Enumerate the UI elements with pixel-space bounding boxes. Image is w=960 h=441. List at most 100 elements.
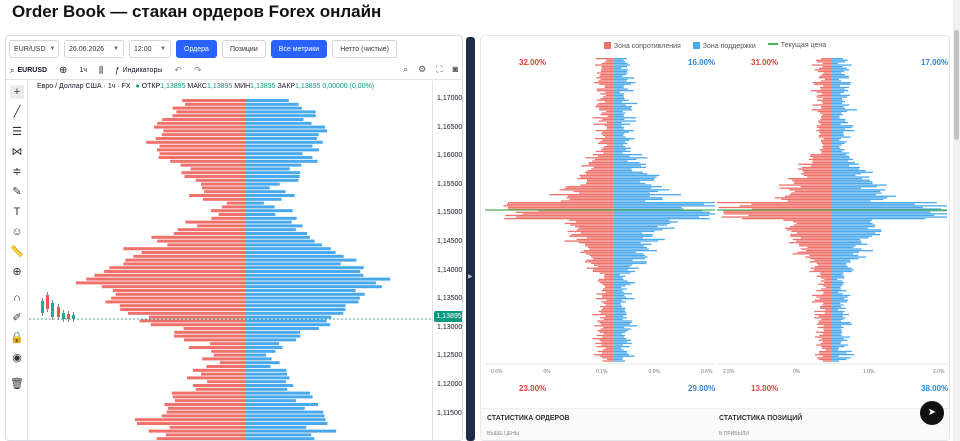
resistance-bar <box>791 230 832 233</box>
magnet-icon[interactable]: ∩ <box>13 292 21 304</box>
support-bar <box>832 256 867 258</box>
legend-support[interactable]: Зона поддержки <box>692 42 756 50</box>
resistance-bar <box>569 219 614 221</box>
buy-depth-bar <box>246 429 337 433</box>
lock-icon[interactable]: 🔒 <box>10 332 24 344</box>
sell-depth-bar <box>184 175 246 178</box>
undo-button[interactable]: ↶ <box>174 65 182 76</box>
support-bar <box>832 338 844 340</box>
resistance-bar <box>823 328 832 330</box>
text-icon[interactable]: T <box>13 206 21 218</box>
date-select[interactable]: 26.06.2026 ▼ <box>64 40 124 58</box>
trash-icon[interactable]: 🗑 <box>10 378 24 390</box>
page-scrollbar[interactable] <box>953 0 960 441</box>
resistance-bar <box>819 306 832 308</box>
magnifier-icon[interactable]: ⌕ <box>403 64 409 74</box>
support-bar <box>832 194 877 196</box>
support-bar <box>613 126 625 129</box>
resistance-bar <box>822 355 832 357</box>
support-bar <box>832 187 862 189</box>
redo-button[interactable]: ↷ <box>194 65 202 76</box>
scrollbar-thumb[interactable] <box>954 30 959 140</box>
trend-line-icon[interactable]: ╱ <box>13 106 21 118</box>
support-bar <box>832 213 947 215</box>
support-bar <box>613 96 624 98</box>
resistance-bar <box>594 264 614 266</box>
support-bar <box>832 350 852 353</box>
resistance-bar <box>820 123 832 125</box>
ruler-icon[interactable]: 📏 <box>10 246 24 258</box>
sell-depth-bar <box>173 232 246 235</box>
resistance-bar <box>803 174 832 177</box>
candles-button[interactable]: ⫼ <box>99 65 103 76</box>
support-bar <box>613 294 625 297</box>
support-bar <box>613 336 624 338</box>
support-bar <box>613 304 622 306</box>
lock-drawing-icon[interactable]: ✐ <box>12 312 22 324</box>
support-bar <box>613 171 643 173</box>
resistance-bar <box>595 342 614 345</box>
support-bar <box>613 301 626 303</box>
symbol-select[interactable]: EUR/USD ▼ <box>9 40 59 58</box>
interval-button[interactable]: 1ч <box>79 67 87 74</box>
crosshair-icon[interactable]: + <box>10 85 24 99</box>
support-bar <box>832 74 845 76</box>
camera-icon[interactable]: ◙ <box>452 64 458 74</box>
orderbook-overlay <box>29 99 432 440</box>
support-bar <box>613 72 628 74</box>
time-select[interactable]: 12:00 ▼ <box>129 40 171 58</box>
resistance-bar <box>819 350 832 353</box>
panel-divider[interactable]: ▶ <box>466 37 475 441</box>
horizontal-lines-icon[interactable]: ☰ <box>12 126 22 138</box>
eye-icon[interactable]: ◉ <box>12 352 22 364</box>
support-bar <box>613 61 626 63</box>
support-bar <box>613 293 633 295</box>
net-button[interactable]: Нетто (чистые) <box>332 40 397 58</box>
positions-button[interactable]: Позиции <box>221 40 266 58</box>
sell-depth-bar <box>109 266 247 270</box>
brush-icon[interactable]: ✎ <box>12 186 22 198</box>
support-bar <box>613 341 628 343</box>
resistance-bar <box>598 102 614 105</box>
resistance-bar <box>821 346 832 348</box>
resistance-bar <box>816 96 832 98</box>
orders-button[interactable]: Ордера <box>176 40 217 58</box>
resistance-bar <box>784 227 832 229</box>
price-tick: 1,13500 <box>437 295 463 303</box>
resistance-bar <box>818 134 832 137</box>
orders-histogram[interactable]: 0.6% 0% 0.1% 0.6% 0.6% <box>485 54 715 404</box>
zoom-icon[interactable]: ⊕ <box>12 266 22 278</box>
resistance-bar <box>592 160 614 162</box>
sell-depth-bar <box>171 391 246 395</box>
support-bar <box>832 275 845 277</box>
price-axis[interactable]: 1,13895 1,17000 1,16500 1,16000 1,15500 1,15… <box>432 81 463 440</box>
pitchfork-icon[interactable]: ⋈ <box>11 146 23 158</box>
buy-depth-bar <box>246 262 341 266</box>
resistance-bar <box>593 354 614 356</box>
positions-histogram[interactable]: 2.5% 0% 1.0% 2.0% <box>717 54 947 404</box>
support-bar <box>832 323 853 325</box>
legend-resistance[interactable]: Зона сопротивления <box>603 42 681 50</box>
settings-icon[interactable]: ⚙ <box>418 64 427 74</box>
resistance-bar <box>818 283 832 285</box>
legend-current-price[interactable]: Текущая цена <box>767 42 826 50</box>
emoji-icon[interactable]: ☺ <box>11 226 23 238</box>
resistance-bar <box>593 269 614 271</box>
indicators-button[interactable]: ƒ Индикаторы <box>115 66 163 75</box>
fib-icon[interactable]: ≑ <box>12 166 22 178</box>
support-bar <box>832 93 841 95</box>
all-metrics-button[interactable]: Все метрики <box>270 40 328 58</box>
fullscreen-icon[interactable]: ⛶ <box>436 64 443 74</box>
compare-button[interactable]: ⊕ <box>59 65 67 76</box>
support-bar <box>613 75 623 77</box>
support-bar <box>613 278 624 281</box>
price-chart[interactable]: Евро / Доллар США · 1ч · FX ● ОТКР1,1389… <box>29 81 432 440</box>
support-bar <box>613 350 628 353</box>
support-bar <box>832 165 850 167</box>
telegram-button[interactable]: ➤ <box>920 401 944 425</box>
resistance-bar <box>604 274 614 276</box>
symbol-search[interactable]: ⌕ EURUSD <box>10 65 48 75</box>
resistance-bar <box>597 350 614 353</box>
support-bar <box>613 62 628 65</box>
sell-depth-bar <box>183 338 246 342</box>
